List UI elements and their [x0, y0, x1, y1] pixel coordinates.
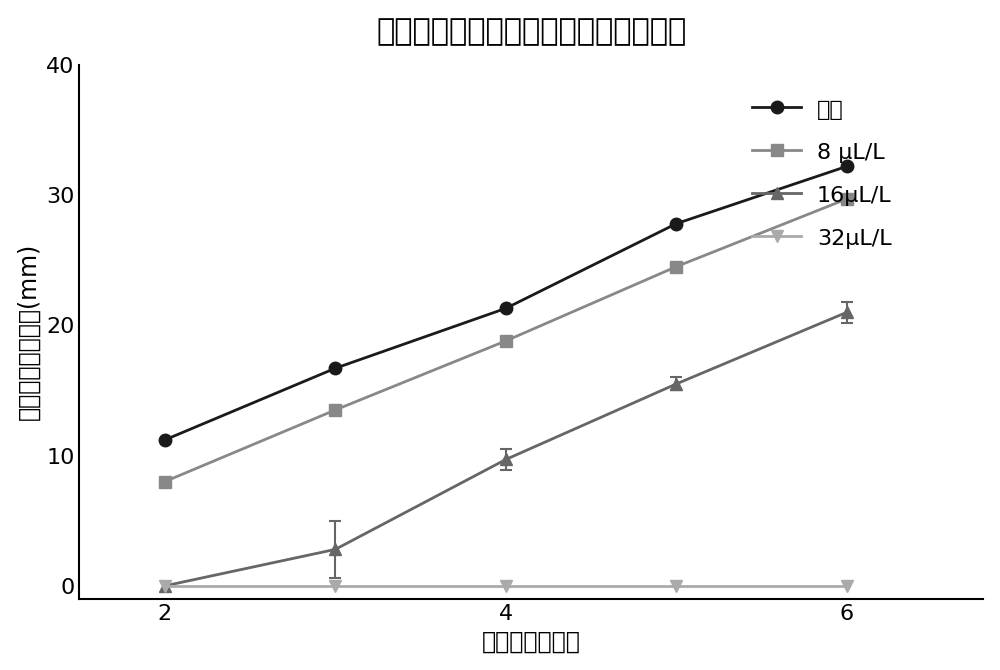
对照: [159, 436, 171, 444]
16μL/L: [500, 456, 512, 464]
16μL/L: [670, 380, 682, 388]
8 μL/L: [500, 337, 512, 345]
Y-axis label: 赭曲霉的菌落直径(mm): 赭曲霉的菌落直径(mm): [17, 243, 41, 420]
Title: 肉桂醛皮克林乳液对赭曲霉生长的影响: 肉桂醛皮克林乳液对赭曲霉生长的影响: [376, 17, 687, 46]
对照: [670, 220, 682, 228]
Line: 32μL/L: 32μL/L: [158, 580, 853, 592]
16μL/L: [841, 308, 853, 316]
32μL/L: [500, 582, 512, 590]
Legend: 对照, 8 μL/L, 16μL/L, 32μL/L: 对照, 8 μL/L, 16μL/L, 32μL/L: [741, 86, 903, 260]
32μL/L: [159, 582, 171, 590]
32μL/L: [670, 582, 682, 590]
16μL/L: [159, 582, 171, 590]
对照: [500, 304, 512, 312]
16μL/L: [329, 545, 341, 553]
Line: 16μL/L: 16μL/L: [158, 306, 853, 592]
8 μL/L: [329, 406, 341, 414]
32μL/L: [329, 582, 341, 590]
8 μL/L: [159, 478, 171, 486]
对照: [841, 162, 853, 170]
8 μL/L: [841, 195, 853, 203]
8 μL/L: [670, 263, 682, 271]
Line: 对照: 对照: [158, 160, 853, 446]
Line: 8 μL/L: 8 μL/L: [158, 193, 853, 488]
32μL/L: [841, 582, 853, 590]
X-axis label: 培养时间（天）: 培养时间（天）: [482, 629, 581, 653]
对照: [329, 364, 341, 373]
